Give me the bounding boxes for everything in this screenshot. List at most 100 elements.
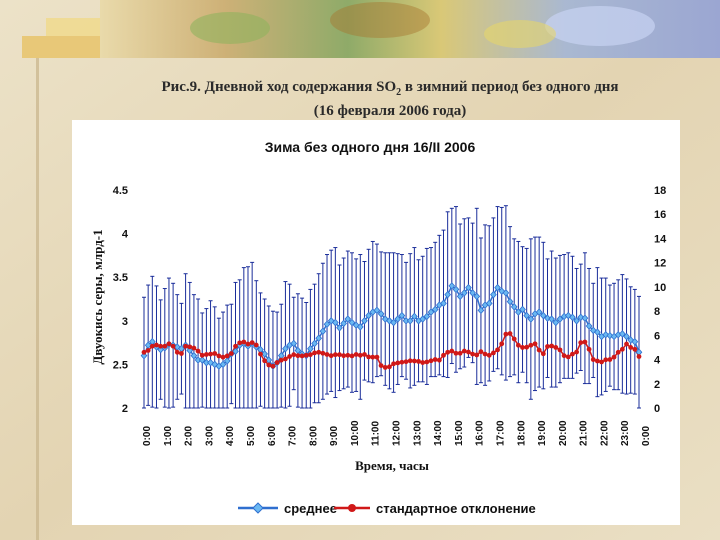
mean-point: [631, 337, 639, 346]
y-tick-label: 4.5: [113, 185, 128, 197]
x-tick-label: 2:00: [184, 426, 195, 446]
mean-point: [506, 297, 514, 306]
std-point: [607, 357, 613, 362]
mean-point: [315, 334, 323, 343]
legend: среднее стандартное отклонение: [238, 501, 536, 516]
mean-point: [427, 308, 435, 316]
std-point: [345, 352, 351, 358]
x-tick-label: 11:00: [371, 421, 382, 446]
mean-point: [332, 318, 339, 327]
std-point: [312, 350, 317, 356]
mean-point: [485, 299, 493, 308]
mean-point: [352, 321, 360, 329]
std-point: [565, 354, 571, 360]
std-point: [228, 351, 234, 356]
x-tick-label: 9:00: [329, 426, 340, 446]
std-point: [187, 344, 193, 350]
std-point: [316, 349, 322, 355]
mean-point: [465, 283, 472, 292]
std-point: [212, 351, 218, 356]
mean-point: [423, 312, 431, 321]
std-point: [337, 352, 342, 358]
mean-point: [594, 328, 601, 336]
std-point: [141, 349, 147, 355]
x-axis-label: Время, часы: [355, 458, 429, 473]
std-point: [403, 359, 409, 365]
std-point: [362, 352, 367, 357]
std-point: [341, 353, 347, 359]
mean-point: [282, 344, 289, 353]
mean-point: [336, 323, 343, 332]
std-point: [399, 359, 405, 365]
std-point: [270, 363, 276, 369]
x-tick-label: 7:00: [288, 426, 299, 446]
mean-point: [490, 290, 497, 299]
std-point: [441, 352, 446, 358]
mean-point: [552, 318, 560, 327]
std-point: [233, 343, 238, 349]
mean-point: [577, 313, 585, 322]
std-point: [486, 352, 492, 358]
std-point: [507, 331, 513, 336]
std-point: [149, 343, 155, 349]
x-tick-label: 6:00: [267, 426, 278, 446]
std-point: [536, 347, 542, 353]
std-point: [199, 352, 205, 358]
std-point: [307, 352, 313, 358]
std-point: [303, 352, 309, 358]
std-point: [424, 359, 430, 365]
mean-point: [411, 312, 418, 321]
x-tick-label: 17:00: [495, 420, 506, 446]
std-point: [466, 349, 471, 355]
std-point: [540, 351, 546, 357]
mean-point: [515, 308, 522, 316]
chart-title: Зима без одного дня 16/II 2006: [265, 139, 476, 155]
std-point: [216, 353, 222, 359]
std-point: [328, 353, 334, 359]
std-point: [549, 343, 555, 349]
mean-point: [440, 299, 447, 308]
y2-tick-label: 2: [654, 379, 660, 391]
mean-point: [569, 313, 576, 322]
std-point: [174, 349, 180, 355]
std-point: [445, 349, 451, 355]
std-point: [499, 341, 505, 347]
mean-point: [623, 332, 630, 341]
std-point: [553, 345, 559, 350]
std-point: [241, 339, 247, 345]
std-point: [295, 353, 301, 359]
mean-point: [444, 290, 451, 299]
y2-tick-label: 10: [654, 282, 666, 294]
std-point: [378, 363, 384, 369]
std-point: [183, 343, 188, 349]
std-point: [461, 348, 467, 354]
y2-tick-label: 16: [654, 209, 666, 221]
mean-point: [223, 357, 231, 365]
mean-point: [232, 347, 239, 356]
std-point: [411, 358, 417, 364]
mean-point: [211, 360, 219, 369]
mean-point: [473, 292, 481, 301]
mean-point: [510, 303, 518, 311]
y2-tick-label: 18: [654, 185, 666, 197]
std-point: [628, 345, 634, 350]
mean-point: [627, 336, 635, 344]
y2-tick-label: 0: [654, 403, 660, 415]
mean-point: [460, 289, 468, 297]
mean-point: [373, 306, 381, 315]
std-point: [619, 346, 625, 352]
x-tick-label: 10:00: [350, 420, 361, 446]
y-tick-label: 3: [122, 316, 128, 328]
x-tick-label: 22:00: [599, 420, 610, 446]
std-point: [154, 342, 159, 348]
slide-title-line-2: (16 февраля 2006 года): [313, 103, 467, 119]
x-tick-label: 3:00: [204, 426, 215, 446]
mean-point: [398, 311, 406, 320]
std-point: [283, 356, 288, 362]
std-point: [482, 351, 488, 357]
std-point: [474, 352, 480, 358]
std-point: [632, 346, 638, 352]
mean-point: [523, 311, 531, 320]
mean-point: [477, 306, 485, 315]
